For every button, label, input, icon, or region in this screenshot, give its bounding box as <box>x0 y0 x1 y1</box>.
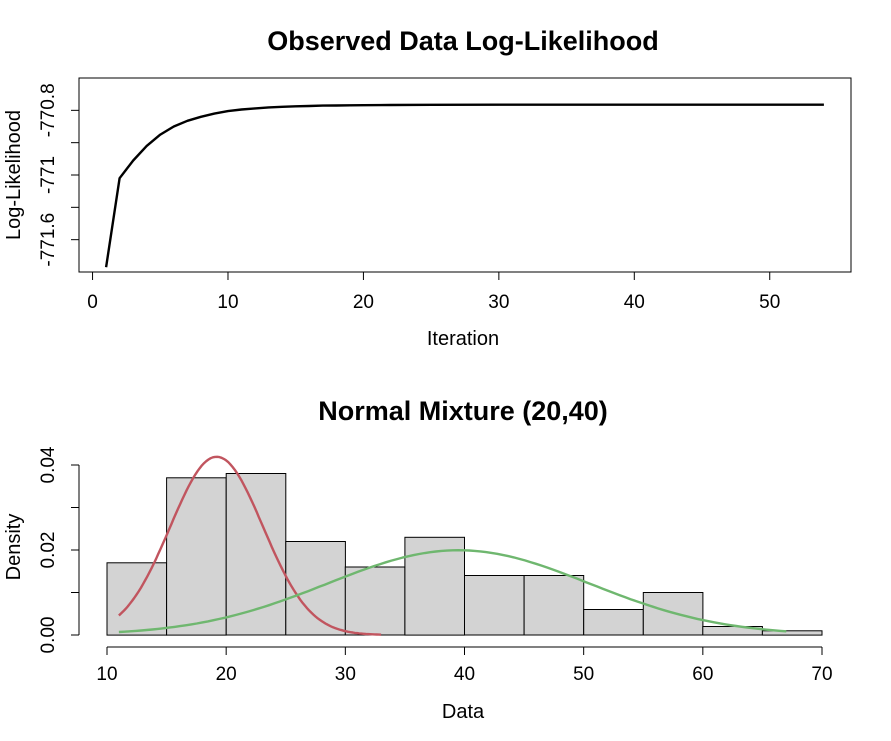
histogram-bar <box>404 536 465 636</box>
x-tick-label: 20 <box>353 292 374 313</box>
loglik-y-axis-label: Log-Likelihood <box>3 110 25 240</box>
mixture-title: Normal Mixture (20,40) <box>318 396 608 426</box>
mixture-x-axis: 10 20 30 40 50 60 70 <box>96 646 833 685</box>
x-tick-label: 10 <box>217 292 238 313</box>
x-tick-label: 40 <box>624 292 645 313</box>
loglik-series-line <box>104 103 824 268</box>
histogram-bar <box>344 566 406 636</box>
x-tick-label: 50 <box>759 292 780 313</box>
x-tick-label: 70 <box>811 664 832 685</box>
density-curve-1 <box>118 455 382 636</box>
x-tick-label: 30 <box>335 664 356 685</box>
histogram-bar <box>583 609 644 636</box>
y-tick-label: 0.00 <box>38 617 59 654</box>
x-tick-label: 60 <box>692 664 713 685</box>
x-tick-label: 50 <box>573 664 594 685</box>
y-tick-label: 0.02 <box>38 532 59 569</box>
histogram-bar <box>106 562 168 636</box>
x-tick-label: 10 <box>96 664 117 685</box>
histogram-bar <box>761 630 823 636</box>
loglik-panel: Observed Data Log-Likelihood 0 10 20 30 40 50… <box>3 26 852 350</box>
loglik-plot-box <box>78 77 852 273</box>
x-tick-label: 30 <box>488 292 509 313</box>
x-tick-label: 40 <box>454 664 475 685</box>
histogram-bar <box>225 473 287 636</box>
mixture-y-axis-label: Density <box>3 514 25 581</box>
loglik-marks <box>104 103 824 268</box>
y-tick-label: -771.6 <box>38 213 59 267</box>
loglik-title: Observed Data Log-Likelihood <box>267 26 659 56</box>
y-tick-label: -770.8 <box>38 83 59 137</box>
x-tick-label: 0 <box>87 292 98 313</box>
density-curves <box>118 455 787 636</box>
histogram-bar <box>166 477 227 636</box>
y-tick-label: 0.04 <box>38 446 59 483</box>
histogram-bar <box>464 575 525 636</box>
histogram-bars <box>106 473 823 636</box>
mixture-y-axis: 0.00 0.02 0.04 <box>38 446 80 654</box>
density-curve-2 <box>118 549 787 634</box>
loglik-y-axis: -771.6 -771 -770.8 <box>38 83 80 267</box>
histogram-bar <box>523 575 585 636</box>
loglik-x-axis: 0 10 20 30 40 50 <box>87 271 780 313</box>
mixture-panel: Normal Mixture (20,40) 10 20 30 40 50 60 70 0.… <box>3 396 833 723</box>
x-tick-label: 20 <box>216 664 237 685</box>
loglik-x-axis-label: Iteration <box>427 328 499 350</box>
y-tick-label: -771 <box>38 156 59 194</box>
mixture-x-axis-label: Data <box>442 701 485 723</box>
